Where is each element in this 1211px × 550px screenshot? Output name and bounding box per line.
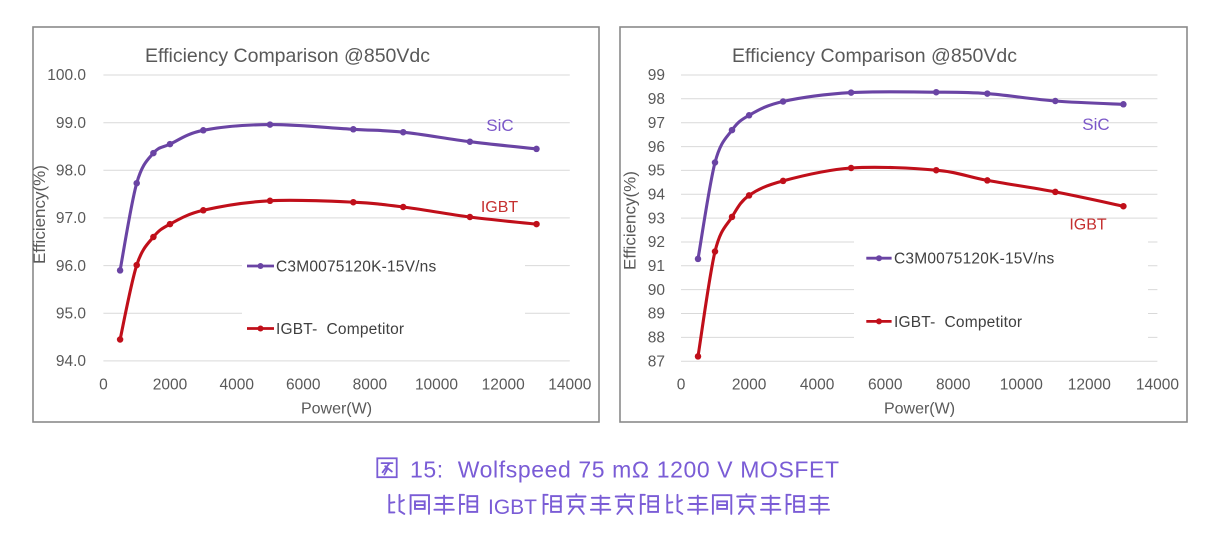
svg-text:IGBT: IGBT xyxy=(1069,217,1107,234)
svg-text:C3M0075120K-15V/ns: C3M0075120K-15V/ns xyxy=(276,258,436,275)
svg-text:96.0: 96.0 xyxy=(56,258,87,275)
svg-text:92: 92 xyxy=(648,234,665,251)
svg-text:94.0: 94.0 xyxy=(56,353,87,370)
svg-text:87: 87 xyxy=(648,353,665,370)
svg-text:Efficiency(%): Efficiency(%) xyxy=(30,165,49,264)
svg-text:Efficiency Comparison @850Vdc: Efficiency Comparison @850Vdc xyxy=(732,45,1017,67)
svg-text:14000: 14000 xyxy=(548,377,591,394)
svg-text:94: 94 xyxy=(648,186,666,203)
svg-text:Power(W): Power(W) xyxy=(301,401,372,418)
svg-text:2000: 2000 xyxy=(153,377,188,394)
svg-text:4000: 4000 xyxy=(800,377,835,394)
svg-text:98: 98 xyxy=(648,91,665,108)
svg-text:SiC: SiC xyxy=(486,116,513,135)
svg-text:10000: 10000 xyxy=(415,377,458,394)
svg-text:12000: 12000 xyxy=(1068,377,1111,394)
svg-text:14000: 14000 xyxy=(1136,377,1179,394)
svg-text:91: 91 xyxy=(648,258,665,275)
svg-text:Power(W): Power(W) xyxy=(884,401,955,418)
svg-text:0: 0 xyxy=(677,377,686,394)
svg-text:12000: 12000 xyxy=(482,377,525,394)
svg-text:2000: 2000 xyxy=(732,377,767,394)
svg-text:97.0: 97.0 xyxy=(56,210,87,227)
svg-text:SiC: SiC xyxy=(1082,115,1109,134)
svg-text:C3M0075120K-15V/ns: C3M0075120K-15V/ns xyxy=(894,251,1054,268)
svg-text:6000: 6000 xyxy=(286,377,321,394)
svg-text:89: 89 xyxy=(648,306,665,323)
svg-text:IGBT- Competitor: IGBT- Competitor xyxy=(894,314,1022,331)
svg-text:Efficiency Comparison @850Vdc: Efficiency Comparison @850Vdc xyxy=(145,45,430,67)
svg-text:IGBT: IGBT xyxy=(481,199,519,216)
svg-text:96: 96 xyxy=(648,139,665,156)
svg-text:4000: 4000 xyxy=(219,377,254,394)
svg-text:IGBT- Competitor: IGBT- Competitor xyxy=(276,321,404,338)
svg-text:93: 93 xyxy=(648,210,665,227)
svg-text:99.0: 99.0 xyxy=(56,115,87,132)
svg-text:8000: 8000 xyxy=(353,377,388,394)
svg-text:95.0: 95.0 xyxy=(56,305,87,322)
svg-text:95: 95 xyxy=(648,163,665,180)
svg-text:IGBT: IGBT xyxy=(488,496,537,519)
svg-text:Efficiency(%): Efficiency(%) xyxy=(621,171,640,270)
svg-text:98.0: 98.0 xyxy=(56,163,87,180)
svg-text:8000: 8000 xyxy=(936,377,971,394)
svg-text:6000: 6000 xyxy=(868,377,903,394)
svg-text:88: 88 xyxy=(648,330,665,347)
svg-text:90: 90 xyxy=(648,282,666,299)
svg-text:15: Wolfspeed 75 mΩ 1200 V MO: 15: Wolfspeed 75 mΩ 1200 V MOSFET xyxy=(410,457,840,483)
svg-text:97: 97 xyxy=(648,115,665,132)
svg-text:0: 0 xyxy=(99,377,108,394)
svg-text:100.0: 100.0 xyxy=(47,67,86,84)
svg-text:99: 99 xyxy=(648,67,665,84)
svg-text:10000: 10000 xyxy=(1000,377,1043,394)
